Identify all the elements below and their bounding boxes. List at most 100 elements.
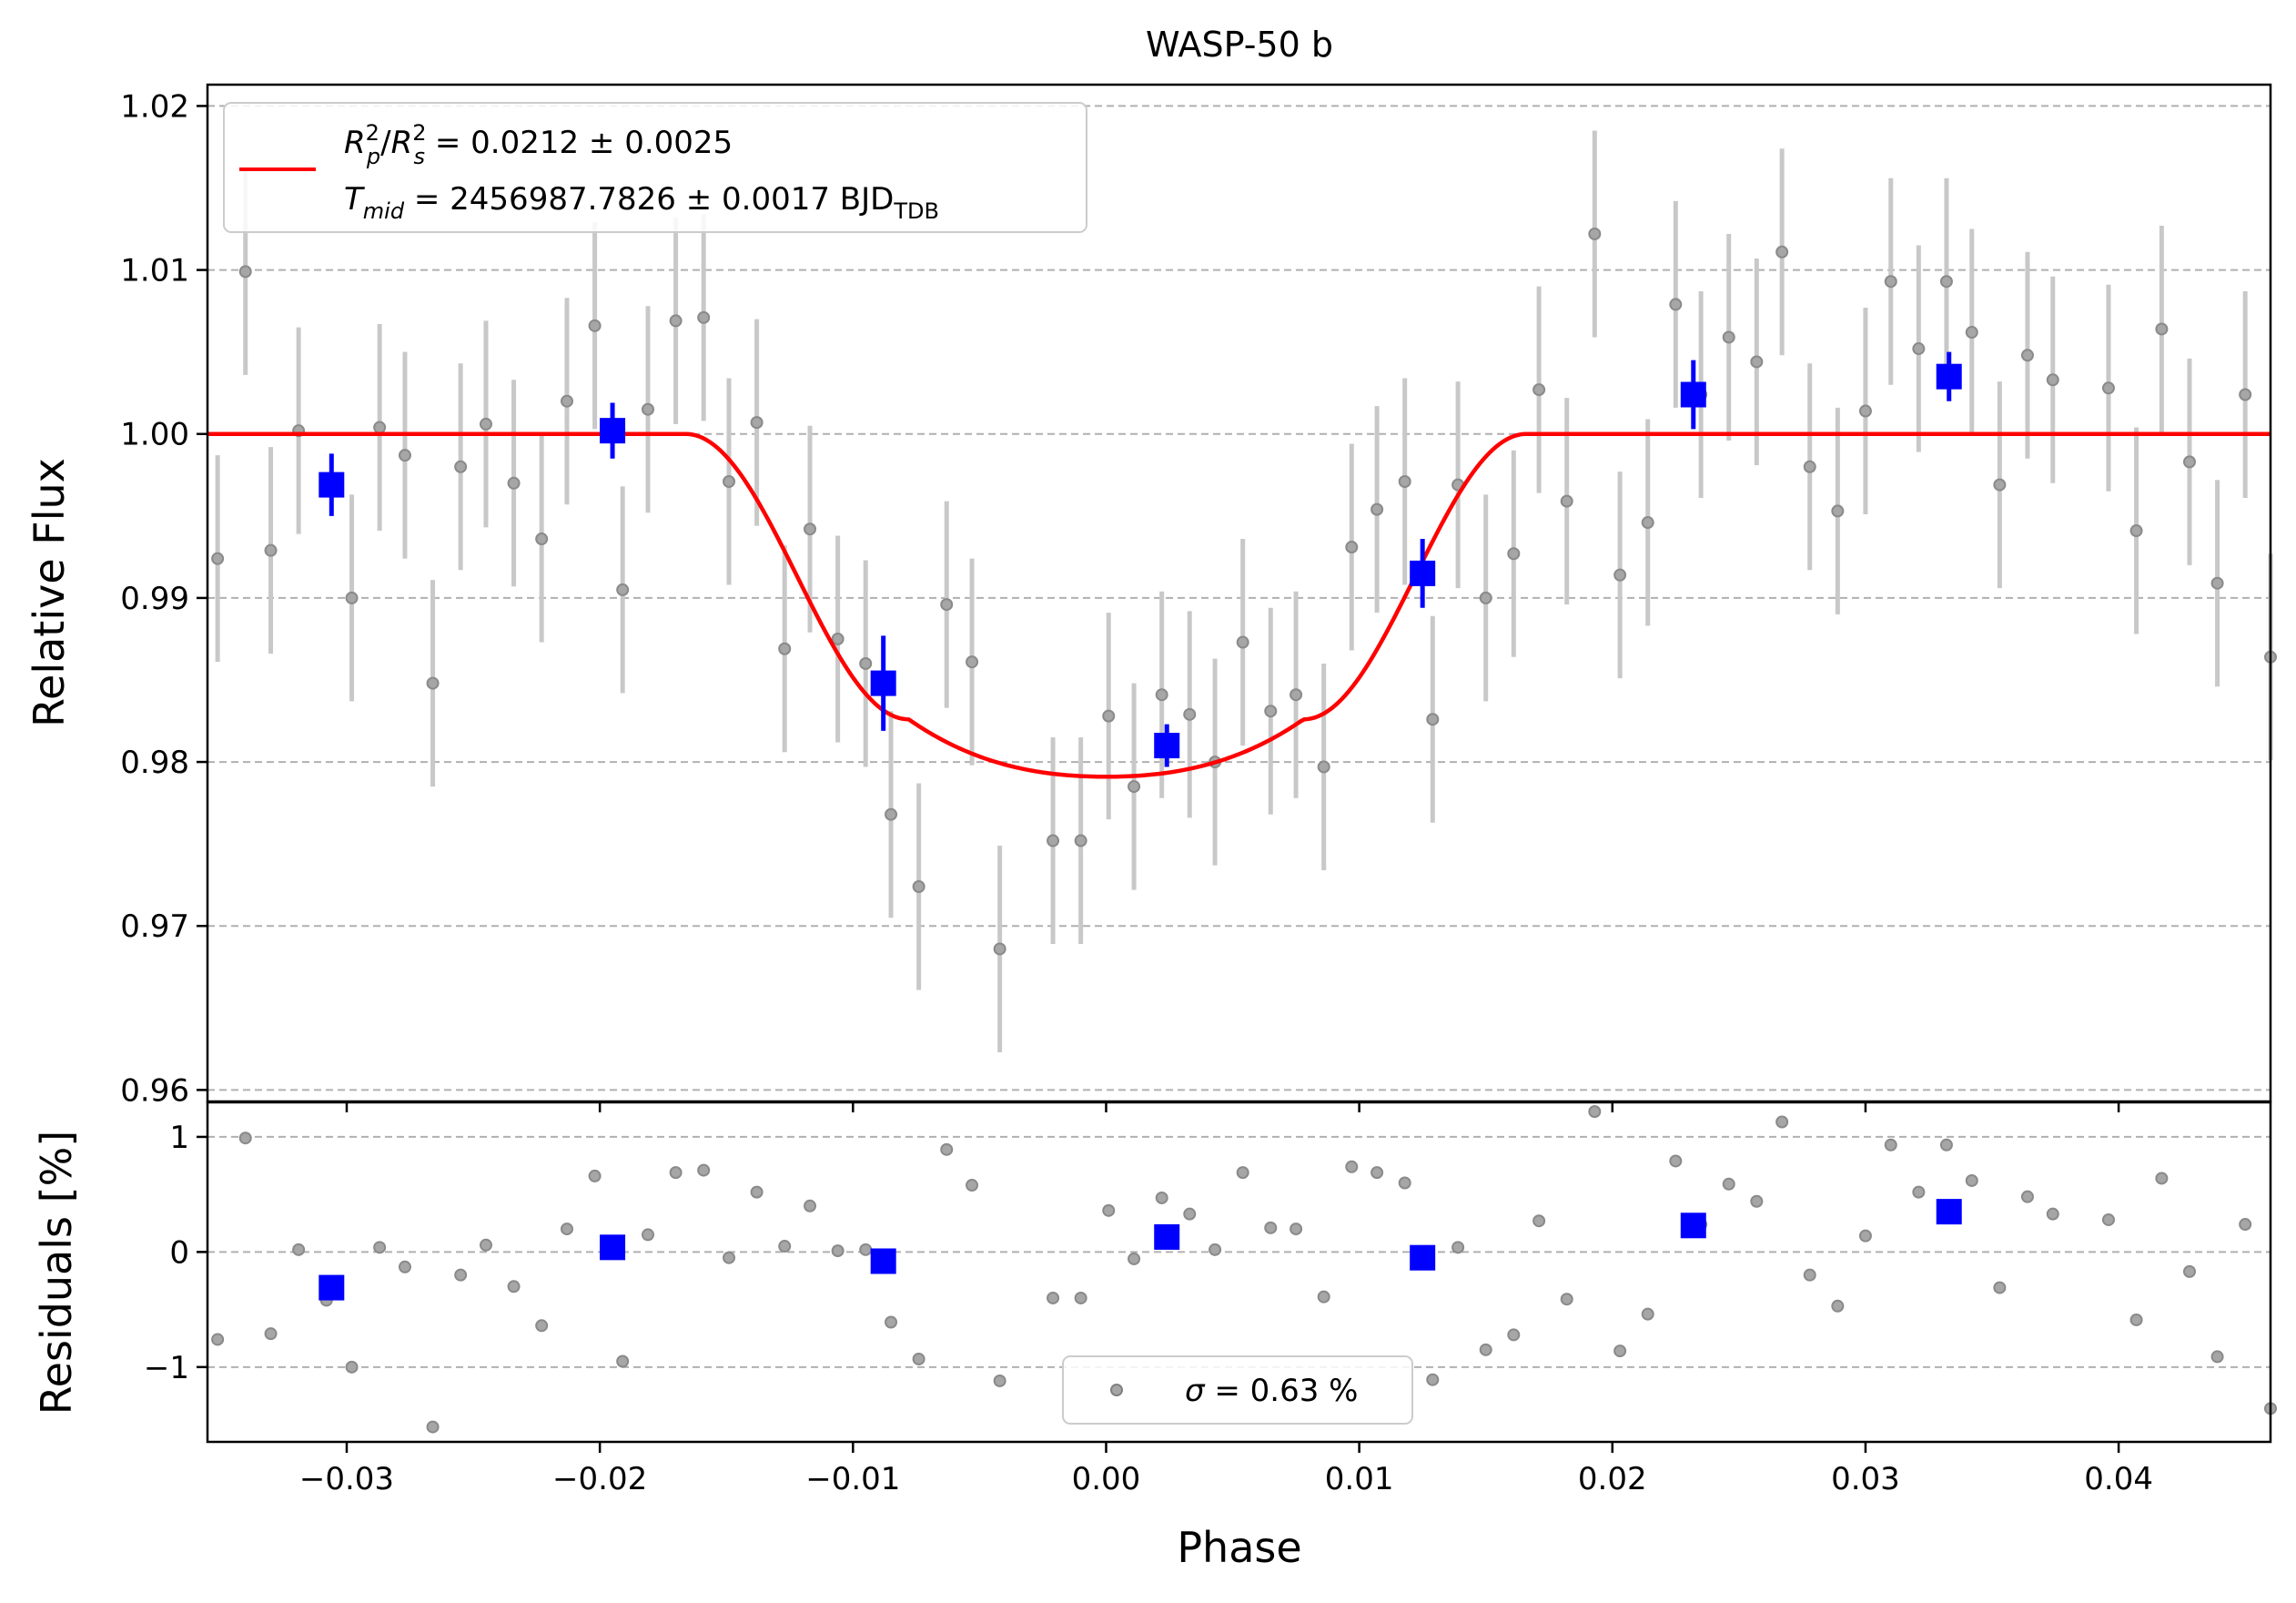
raw-point xyxy=(697,310,711,324)
raw-point xyxy=(1912,342,1926,356)
residual-raw-point xyxy=(669,1166,683,1180)
residual-binned-point xyxy=(1680,1212,1706,1239)
raw-point xyxy=(2210,576,2224,590)
binned-point xyxy=(1680,381,1706,408)
residual-raw-point xyxy=(1264,1221,1278,1234)
raw-point xyxy=(1722,330,1735,344)
binned-point xyxy=(1410,560,1436,586)
residual-raw-point xyxy=(697,1163,711,1177)
raw-point xyxy=(1669,298,1683,311)
residual-binned-point xyxy=(319,1274,345,1301)
raw-point xyxy=(616,583,630,596)
residuals-x-ticks: −0.03 −0.02 −0.01 0.00 0.01 0.02 0.03 0.04 xyxy=(299,1442,2153,1497)
residual-raw-point xyxy=(479,1238,492,1252)
main-binned-data-points xyxy=(319,351,1962,767)
raw-point xyxy=(1290,688,1303,702)
raw-point xyxy=(1803,460,1816,473)
raw-point xyxy=(454,460,468,473)
residual-raw-point xyxy=(1884,1138,1897,1152)
raw-point xyxy=(238,265,252,279)
main-grid xyxy=(207,105,2271,1091)
chart-title: WASP-50 b xyxy=(1146,25,1333,65)
raw-point xyxy=(1831,504,1845,518)
raw-point xyxy=(1183,707,1197,721)
main-y-tick-label: 0.97 xyxy=(120,908,189,945)
residual-raw-point xyxy=(292,1243,306,1256)
raw-point xyxy=(1884,275,1897,289)
raw-point xyxy=(1047,834,1060,847)
raw-point xyxy=(2020,349,2034,362)
residual-binned-point xyxy=(600,1234,626,1261)
legend-tmid-sub: mid xyxy=(363,198,405,224)
residual-raw-point xyxy=(1588,1105,1602,1119)
residual-binned-point xyxy=(1410,1244,1436,1271)
raw-point xyxy=(1858,404,1872,418)
residual-raw-point xyxy=(507,1280,521,1294)
residual-raw-point xyxy=(1183,1207,1197,1221)
raw-point xyxy=(2182,455,2196,469)
raw-point xyxy=(373,421,387,434)
raw-point xyxy=(1641,516,1654,530)
main-transit-model xyxy=(207,431,2271,779)
raw-point xyxy=(588,319,602,332)
main-raw-data-points xyxy=(211,130,2277,1052)
raw-point xyxy=(669,314,683,328)
x-tick-label: 0.00 xyxy=(1072,1461,1141,1497)
residual-binned-point xyxy=(870,1248,896,1274)
residual-raw-point xyxy=(535,1319,549,1333)
residual-raw-point xyxy=(1451,1241,1465,1254)
binned-point xyxy=(1154,733,1180,759)
main-y-tick-label: 1.02 xyxy=(120,88,189,125)
residual-raw-point xyxy=(940,1142,954,1156)
residuals-y-tick-label: 0 xyxy=(169,1234,189,1271)
raw-point xyxy=(2239,388,2252,401)
raw-point xyxy=(2101,381,2115,395)
legend-rs-sub: s xyxy=(414,144,426,169)
main-y-tick-label: 0.98 xyxy=(120,745,189,781)
raw-point xyxy=(2129,524,2143,538)
raw-point xyxy=(1128,780,1141,794)
raw-point xyxy=(1993,478,2007,492)
residual-raw-point xyxy=(1398,1176,1411,1190)
residual-raw-point xyxy=(1317,1290,1330,1304)
residual-raw-point xyxy=(1047,1291,1060,1304)
legend-sigma-symbol: σ xyxy=(1185,1373,1206,1409)
raw-point xyxy=(750,416,764,430)
x-tick-label: 0.01 xyxy=(1325,1461,1394,1497)
residuals-legend-box xyxy=(1062,1355,1413,1425)
residual-raw-point xyxy=(859,1243,873,1256)
raw-point xyxy=(1345,541,1359,554)
residual-raw-point xyxy=(1858,1229,1872,1243)
raw-point xyxy=(1939,275,1953,289)
raw-point xyxy=(1074,834,1087,847)
residual-raw-point xyxy=(1965,1173,1978,1187)
residual-raw-point xyxy=(616,1354,630,1368)
binned-point xyxy=(319,472,345,498)
raw-point xyxy=(2046,373,2059,387)
residual-raw-point xyxy=(1613,1344,1627,1358)
residual-raw-point xyxy=(1345,1160,1359,1173)
residuals-raw-points xyxy=(211,1105,2277,1434)
residual-raw-point xyxy=(345,1360,359,1374)
raw-point xyxy=(1426,713,1440,726)
raw-point xyxy=(1317,760,1330,774)
raw-point xyxy=(778,642,792,655)
residual-raw-point xyxy=(238,1131,252,1145)
residual-raw-point xyxy=(1669,1154,1683,1168)
legend-rs-sup: 2 xyxy=(412,120,426,146)
main-y-tick-label: 0.96 xyxy=(120,1072,189,1109)
residual-raw-point xyxy=(1993,1281,2007,1294)
binned-point xyxy=(870,670,896,696)
residual-raw-point xyxy=(1750,1194,1764,1208)
residual-raw-point xyxy=(778,1240,792,1253)
x-tick-label: −0.02 xyxy=(552,1461,647,1497)
x-axis-label: Phase xyxy=(1177,1523,1301,1572)
raw-point xyxy=(560,394,573,408)
raw-point xyxy=(1560,494,1573,508)
raw-point xyxy=(1750,355,1764,369)
residuals-y-tick-label: 1 xyxy=(169,1120,189,1156)
residual-binned-point xyxy=(1154,1223,1180,1250)
residual-raw-point xyxy=(2155,1172,2169,1185)
legend-rp-main: R xyxy=(344,125,366,161)
